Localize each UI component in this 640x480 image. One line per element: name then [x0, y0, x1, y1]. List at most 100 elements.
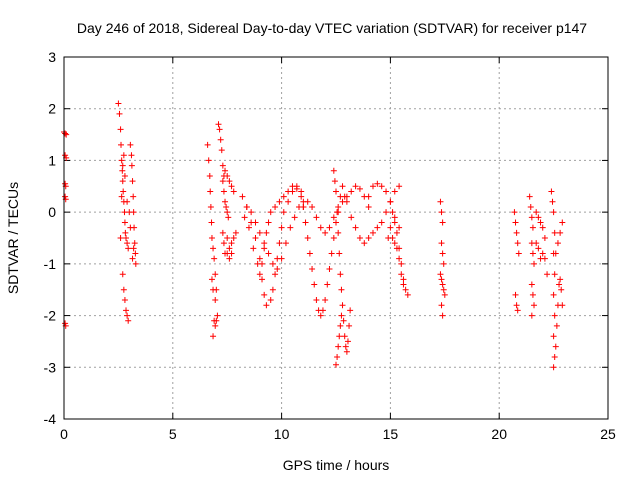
data-point: [304, 198, 311, 205]
data-point: [531, 302, 538, 309]
data-point: [228, 240, 235, 247]
data-point: [119, 162, 126, 169]
data-point: [535, 245, 542, 252]
data-point: [404, 291, 411, 298]
data-point: [361, 240, 368, 247]
data-point: [272, 203, 279, 210]
data-point: [272, 271, 279, 278]
data-point: [400, 276, 407, 283]
data-point: [341, 333, 348, 340]
data-point: [331, 178, 338, 185]
data-point: [224, 209, 231, 216]
data-point: [539, 250, 546, 257]
data-point: [513, 302, 520, 309]
data-point: [274, 266, 281, 273]
data-point: [208, 235, 215, 241]
data-point: [304, 235, 311, 241]
data-point: [218, 147, 225, 154]
data-point: [552, 250, 559, 257]
data-point: [119, 167, 126, 174]
data-point: [278, 255, 285, 262]
data-point: [122, 229, 129, 236]
data-point: [335, 229, 342, 236]
data-point: [348, 188, 355, 195]
data-point: [330, 235, 337, 241]
y-tick-label: 1: [48, 152, 56, 168]
data-point: [365, 203, 372, 210]
data-point: [123, 307, 130, 314]
data-point: [132, 250, 139, 257]
x-axis-label: GPS time / hours: [283, 457, 390, 473]
data-point: [230, 188, 237, 195]
data-point: [313, 297, 320, 304]
data-point: [398, 271, 405, 278]
data-point: [343, 198, 350, 205]
data-point: [269, 260, 276, 267]
data-point: [393, 229, 400, 236]
data-point: [352, 224, 359, 231]
data-point: [352, 183, 359, 190]
data-point: [438, 276, 445, 283]
data-point: [439, 281, 446, 288]
data-point: [287, 224, 294, 231]
data-point: [241, 214, 248, 221]
data-point: [123, 235, 130, 241]
data-point: [62, 193, 69, 200]
data-point: [514, 307, 521, 314]
data-point: [398, 260, 405, 267]
data-point: [130, 193, 137, 200]
data-point: [206, 172, 213, 179]
series-p147-e: [215, 121, 239, 262]
data-point: [280, 209, 287, 216]
data-point: [528, 281, 535, 288]
data-point: [252, 235, 259, 241]
data-point: [311, 281, 318, 288]
data-point: [232, 229, 239, 236]
series-p147-n: [437, 198, 448, 319]
data-point: [306, 250, 313, 257]
data-point: [216, 126, 223, 133]
data-point: [291, 214, 298, 221]
data-point: [250, 245, 257, 252]
data-point: [117, 126, 124, 133]
data-point: [298, 188, 305, 195]
data-point: [559, 302, 566, 309]
data-point: [328, 250, 335, 257]
x-tick-label: 0: [60, 426, 68, 442]
data-point: [402, 286, 409, 293]
data-point: [212, 297, 219, 304]
data-point: [219, 178, 226, 185]
data-point: [558, 286, 565, 293]
data-point: [387, 198, 394, 205]
data-point: [396, 183, 403, 190]
data-point: [121, 172, 128, 179]
data-point: [121, 297, 128, 304]
data-point: [245, 224, 252, 231]
data-point: [334, 209, 341, 216]
y-tick-label: 2: [48, 101, 56, 117]
series-p147-p: [526, 193, 551, 319]
data-point: [391, 188, 398, 195]
data-point: [550, 364, 557, 371]
data-point: [548, 188, 555, 195]
data-point: [259, 260, 266, 267]
x-tick-label: 5: [169, 426, 177, 442]
data-point: [437, 198, 444, 205]
series-p147-f: [239, 183, 305, 309]
data-point: [120, 286, 127, 293]
plot-frame: [63, 56, 609, 420]
x-tick-label: 20: [491, 426, 507, 442]
data-point: [541, 235, 548, 241]
data-point: [210, 333, 217, 340]
data-point: [333, 188, 339, 195]
data-point: [439, 219, 446, 226]
data-point: [243, 203, 250, 210]
data-point: [117, 235, 124, 241]
data-point: [539, 224, 546, 231]
series-p147-q: [548, 188, 566, 371]
data-point: [324, 281, 331, 288]
data-point: [322, 229, 329, 236]
data-point: [313, 214, 320, 221]
data-point: [356, 185, 363, 192]
